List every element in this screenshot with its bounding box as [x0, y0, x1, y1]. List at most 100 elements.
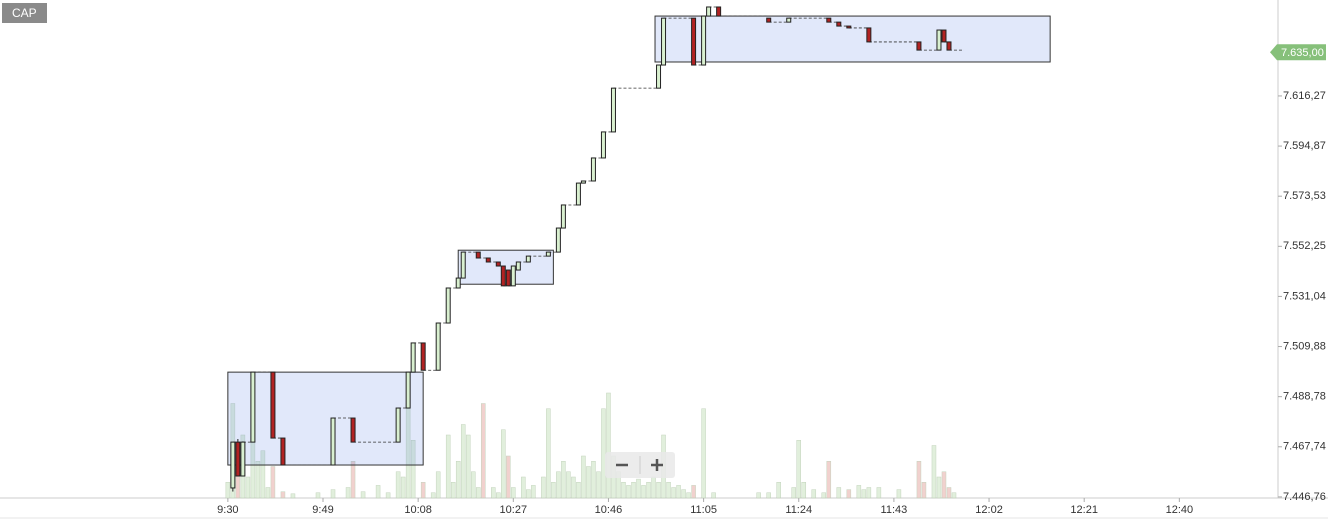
volume-bar — [946, 487, 952, 499]
volume-bar — [691, 485, 696, 499]
volume-bar — [330, 489, 336, 499]
candle-body — [826, 17, 832, 23]
volume-bar — [666, 482, 671, 499]
volume-bar — [265, 487, 271, 499]
volume-bar — [936, 476, 942, 499]
x-tick-label: 11:24 — [785, 504, 812, 516]
volume-bar — [586, 466, 591, 499]
volume-bar — [581, 455, 586, 499]
volume-bar — [260, 450, 266, 499]
volume-bar — [876, 487, 882, 499]
last-price-label: 7.635,00 — [1281, 47, 1324, 59]
candle-body — [240, 441, 246, 477]
candle-body — [410, 342, 416, 373]
range-box — [457, 249, 554, 285]
volume-bar — [951, 492, 957, 499]
volume-bar — [656, 482, 661, 499]
candle-body — [766, 17, 772, 23]
x-tick-label: 12:21 — [1070, 504, 1098, 516]
volume-bar — [801, 482, 807, 499]
volume-bar — [686, 492, 691, 499]
candle-body — [435, 322, 441, 371]
candle-body — [330, 417, 336, 466]
volume-bar — [435, 471, 441, 499]
volume-bar — [506, 455, 511, 499]
volume-bar — [531, 485, 536, 499]
x-tick-label: 10:27 — [500, 504, 528, 516]
candle-body — [500, 265, 506, 287]
volume-bar — [385, 492, 391, 499]
candle-body — [555, 227, 561, 253]
candle-body — [230, 441, 236, 489]
volume-bar — [546, 408, 551, 499]
candle-body — [475, 251, 481, 259]
candle-body — [846, 25, 852, 29]
volume-bar — [360, 491, 366, 499]
volume-bar — [941, 471, 947, 499]
candle-body — [916, 41, 922, 51]
volume-bar — [566, 471, 571, 499]
volume-bar — [395, 471, 401, 499]
candle-body — [656, 64, 662, 89]
x-tick-label: 10:46 — [595, 504, 623, 516]
volume-bar — [896, 489, 902, 499]
volume-bar — [501, 429, 506, 499]
x-tick-label: 10:08 — [404, 504, 432, 516]
volume-bar — [571, 476, 576, 499]
candle-body — [600, 131, 606, 159]
candle-body — [610, 87, 616, 133]
candle-body — [445, 287, 451, 324]
volume-bar — [916, 461, 922, 499]
volume-bar — [465, 434, 471, 499]
volume-bar — [430, 492, 436, 499]
volume-bar — [556, 471, 561, 499]
volume-bar — [345, 487, 351, 499]
volume-bar — [646, 482, 651, 499]
volume-bar — [701, 408, 706, 499]
volume-bar — [861, 489, 867, 499]
volume-bar — [636, 478, 641, 499]
volume-bar — [350, 461, 356, 499]
volume-bar — [846, 489, 852, 499]
candle-body — [691, 17, 697, 66]
candle-body — [350, 417, 356, 443]
y-tick-label: 7.573,53 — [1283, 190, 1326, 202]
x-tick-label: 12:40 — [1166, 504, 1194, 516]
x-tick-label: 12:02 — [975, 504, 1003, 516]
volume-bar — [375, 485, 381, 499]
candle-body — [590, 157, 596, 182]
candle-body — [661, 17, 667, 66]
candle-body — [510, 265, 516, 287]
volume-bar — [856, 485, 862, 499]
volume-bar — [676, 485, 681, 499]
volume-bar — [410, 440, 416, 499]
zoom-in-button[interactable] — [651, 459, 663, 471]
y-tick-label: 7.467,74 — [1283, 441, 1326, 453]
volume-bar — [455, 461, 461, 499]
candle-body — [936, 29, 942, 51]
x-tick-label: 9:49 — [312, 504, 333, 516]
zoom-controls — [605, 452, 675, 478]
last-price-tag — [1270, 44, 1326, 61]
volume-bar — [420, 482, 426, 499]
x-tick-label: 11:05 — [690, 504, 717, 516]
candle-body — [560, 204, 566, 229]
y-tick-label: 7.488,78 — [1283, 391, 1326, 403]
candle-body — [786, 17, 792, 23]
volume-bar — [541, 476, 546, 499]
candle-body — [395, 407, 401, 443]
volume-bar — [460, 424, 466, 499]
volume-bar — [931, 445, 937, 499]
candle-body — [235, 441, 241, 477]
candle-body — [405, 371, 411, 409]
volume-bar — [450, 482, 456, 499]
volume-bar — [776, 482, 781, 499]
volume-bar — [270, 466, 276, 499]
candle-body — [505, 269, 511, 287]
volume-bar — [280, 491, 286, 499]
volume-bar — [681, 489, 686, 499]
volume-bar — [475, 487, 481, 499]
range-box — [227, 371, 424, 466]
volume-bar — [521, 476, 526, 499]
